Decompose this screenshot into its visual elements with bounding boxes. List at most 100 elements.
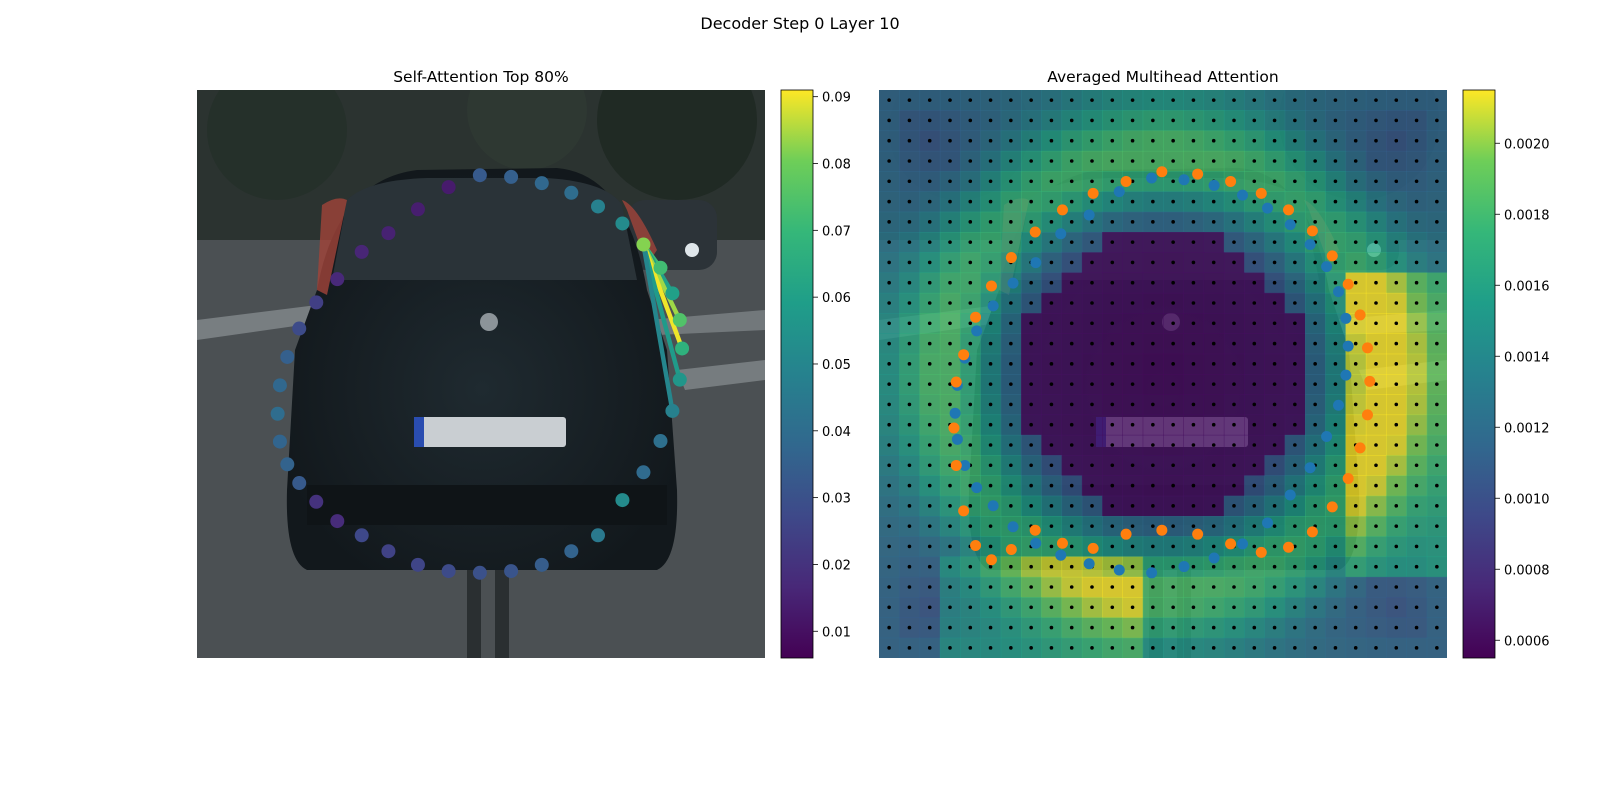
colorbar-gradient [1462,89,1496,659]
grid-dot [1394,362,1399,366]
grid-dot [968,422,973,427]
grid-dot [1293,422,1297,427]
grid-dot [1232,382,1236,386]
grid-dot [1151,422,1155,427]
grid-dot [1293,159,1297,163]
grid-dot [1151,382,1155,386]
grid-dot [1333,585,1338,589]
attention-point [636,465,651,480]
colorbar-ticks: 0.0006 0.0008 0.0010 0.0012 0.0014 0.0016 0.00… [1495,137,1550,649]
keypoint-marker [1225,175,1237,187]
grid-dot [927,564,932,569]
grid-dot [1394,402,1399,407]
grid-dot [1293,301,1297,305]
grid-dot [1232,138,1236,143]
grid-dot [1049,443,1054,447]
grid-dot [988,564,993,569]
grid-dot [907,443,912,447]
grid-dot [1272,159,1277,163]
grid-dot [1171,544,1175,549]
grid-dot [1293,402,1297,407]
grid-dot [1110,524,1115,528]
grid-dot [1353,362,1358,366]
grid-dot [1374,625,1378,630]
grid-dot [1313,585,1317,589]
grid-dot [927,422,932,427]
grid-dot [1232,524,1236,528]
keypoint-marker [1342,278,1354,290]
grid-dot [1232,301,1236,305]
keypoint-marker [1055,549,1067,561]
grid-dot [1313,138,1317,143]
grid-dot [1435,362,1439,366]
grid-dot [1394,382,1399,386]
grid-dot [1353,524,1358,528]
grid-dot [968,179,973,184]
grid-dot [1090,240,1094,244]
grid-dot [1353,280,1358,285]
grid-dot [907,504,912,508]
grid-dot [1110,280,1115,285]
grid-dot [1191,199,1196,204]
grid-dot [1272,341,1277,346]
grid-dot [1151,118,1155,123]
colorbar-tick-label: 0.0012 [1504,421,1550,436]
grid-dot [1232,605,1236,610]
grid-dot [1414,402,1419,407]
grid-dot [1110,443,1115,447]
grid-dot [1394,564,1399,569]
grid-dot [1191,382,1196,386]
grid-dot [1414,463,1419,468]
grid-dot [1211,463,1216,468]
grid-dot [968,118,973,123]
attention-point [292,321,307,336]
grid-dot [1151,646,1155,650]
grid-dot [1069,240,1074,244]
grid-dot [1252,280,1257,285]
grid-dot [1374,524,1378,528]
keypoint-marker [1306,225,1318,237]
grid-dot [1029,402,1033,407]
keypoint-marker [1156,524,1168,536]
keypoint-marker [970,311,982,323]
grid-dot [887,321,891,326]
grid-dot [1151,483,1155,488]
grid-dot [907,159,912,163]
grid-dot [1394,220,1399,224]
grid-dot [1232,504,1236,508]
grid-dot [1252,422,1257,427]
grid-dot [1049,362,1054,366]
grid-dot [1191,443,1196,447]
grid-dot [1029,443,1033,447]
grid-dot [1353,341,1358,346]
grid-dot [907,179,912,184]
grid-dot [1191,463,1196,468]
attention-point [441,180,456,195]
grid-dot [1414,504,1419,508]
grid-dot [1353,301,1358,305]
keypoint-marker [1055,228,1067,240]
grid-dot [1414,585,1419,589]
colorbar-tick-label: 0.09 [822,91,851,106]
grid-dot [887,402,891,407]
grid-dot [1049,524,1054,528]
grid-dot [1252,382,1257,386]
grid-dot [1272,118,1277,123]
keypoint-marker [1333,399,1345,411]
keypoint-marker [1178,174,1190,186]
grid-dot [887,483,891,488]
grid-dot [1090,118,1094,123]
grid-dot [1313,564,1317,569]
grid-dot [988,321,993,326]
grid-dot [1374,280,1378,285]
grid-dot [887,260,891,265]
grid-dot [1029,504,1033,508]
grid-dot [1049,220,1054,224]
grid-dot [1130,585,1135,589]
keypoint-marker [1326,501,1338,513]
grid-dot [948,605,952,610]
grid-dot [988,625,993,630]
grid-dot [927,138,932,143]
grid-dot [1252,301,1257,305]
grid-dot [1171,98,1175,102]
